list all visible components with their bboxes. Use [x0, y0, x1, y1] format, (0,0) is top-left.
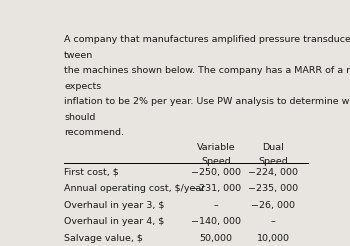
Text: Variable: Variable — [197, 143, 235, 152]
Text: expects: expects — [64, 82, 102, 91]
Text: 50,000: 50,000 — [199, 234, 232, 243]
Text: should: should — [64, 113, 96, 122]
Text: A company that manufactures amplified pressure transducers is trying to decide b: A company that manufactures amplified pr… — [64, 35, 350, 44]
Text: inflation to be 2% per year. Use PW analysis to determine which company the engi: inflation to be 2% per year. Use PW anal… — [64, 97, 350, 106]
Text: 10,000: 10,000 — [257, 234, 289, 243]
Text: First cost, $: First cost, $ — [64, 168, 119, 177]
Text: Speed: Speed — [258, 157, 288, 166]
Text: –: – — [214, 201, 218, 210]
Text: recommend.: recommend. — [64, 128, 124, 138]
Text: Salvage value, $: Salvage value, $ — [64, 234, 143, 243]
Text: −26, 000: −26, 000 — [251, 201, 295, 210]
Text: −224, 000: −224, 000 — [248, 168, 298, 177]
Text: tween: tween — [64, 51, 93, 60]
Text: −231, 000: −231, 000 — [191, 184, 241, 193]
Text: Dual: Dual — [262, 143, 284, 152]
Text: −250, 000: −250, 000 — [191, 168, 241, 177]
Text: −140, 000: −140, 000 — [191, 217, 241, 226]
Text: Speed: Speed — [201, 157, 231, 166]
Text: Overhaul in year 4, $: Overhaul in year 4, $ — [64, 217, 164, 226]
Text: Overhaul in year 3, $: Overhaul in year 3, $ — [64, 201, 164, 210]
Text: the machines shown below. The company has a MARR of a real 4% per year, and it: the machines shown below. The company ha… — [64, 66, 350, 75]
Text: −235, 000: −235, 000 — [248, 184, 298, 193]
Text: –: – — [271, 217, 275, 226]
Text: Annual operating cost, $/year: Annual operating cost, $/year — [64, 184, 205, 193]
